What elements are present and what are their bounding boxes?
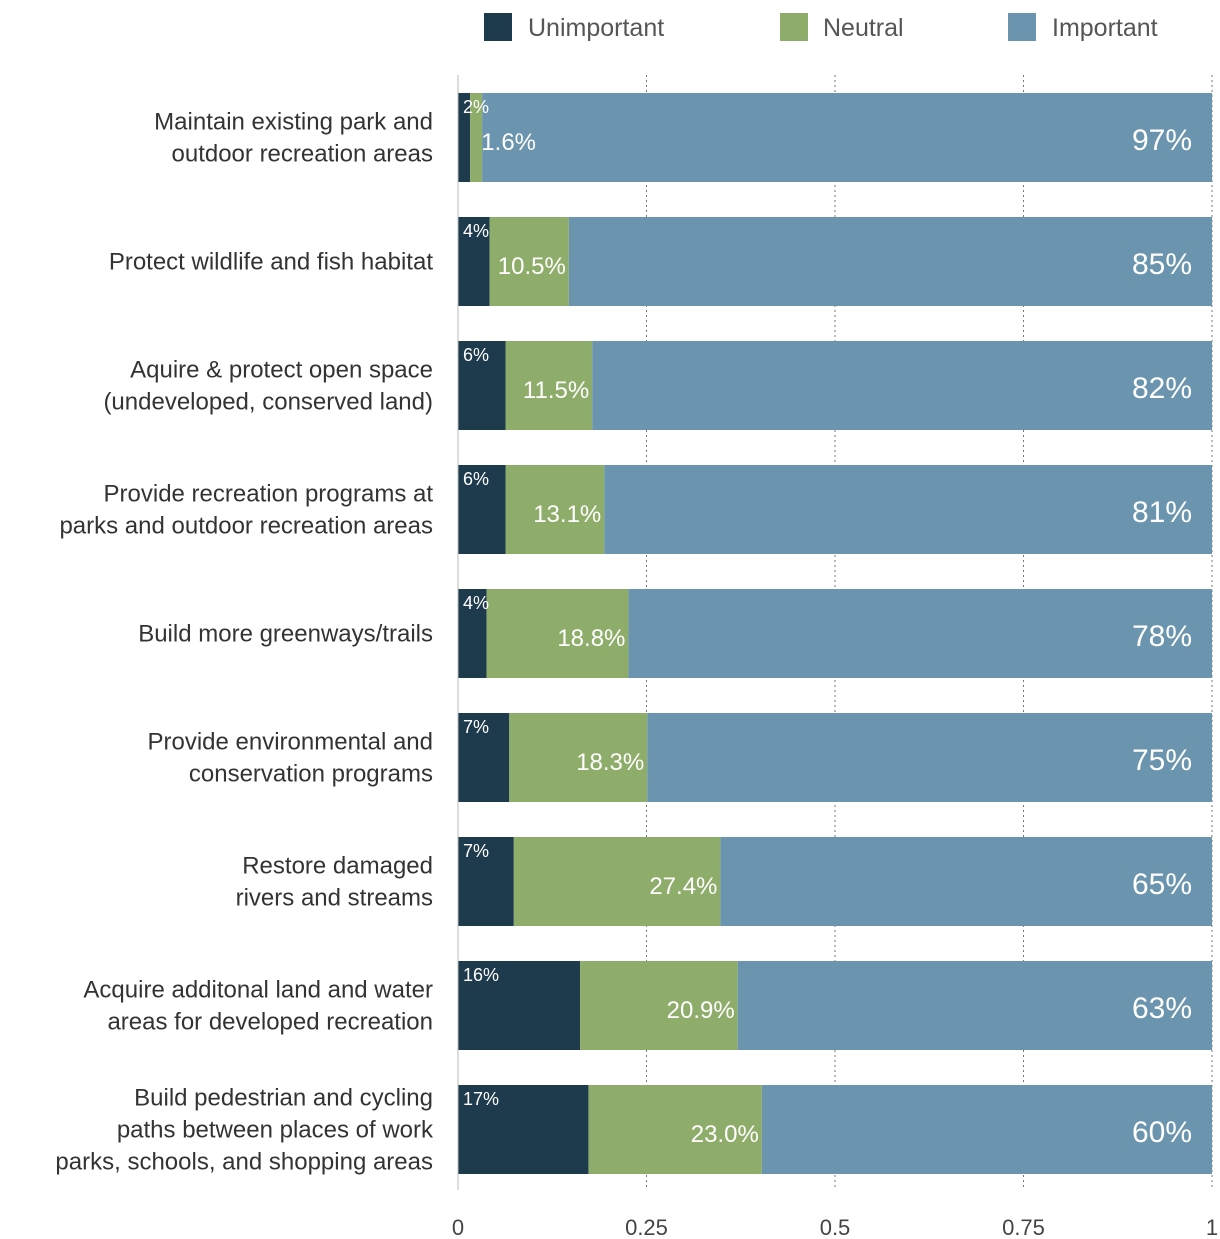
data-label-neutral: 13.1% xyxy=(533,501,601,528)
bars: 2% 1.6% 97% 4% 10.5% 85% 6% 11.5% 82% 6% 13.1% 81% 4… xyxy=(458,93,1212,1174)
legend-swatch-neutral xyxy=(780,13,808,41)
category-label-line: Acquire additonal land and water xyxy=(83,977,433,1004)
bar-important-2 xyxy=(592,341,1212,430)
category-label-line: parks, schools, and shopping areas xyxy=(55,1149,433,1176)
data-label-unimportant: 4% xyxy=(463,221,489,241)
bar-important-6 xyxy=(720,837,1212,926)
legend-label-unimportant: Unimportant xyxy=(528,14,664,42)
bar-unimportant-2 xyxy=(458,341,506,430)
data-label-unimportant: 2% xyxy=(463,97,489,117)
x-tick-label: 0.5 xyxy=(820,1215,851,1239)
data-label-neutral: 18.3% xyxy=(576,749,644,776)
data-label-unimportant: 16% xyxy=(463,965,499,985)
category-label-line: Provide recreation programs at xyxy=(104,481,434,508)
category-label: Protect wildlife and fish habitat xyxy=(109,249,434,276)
data-label-neutral: 10.5% xyxy=(498,253,566,280)
data-label-unimportant: 17% xyxy=(463,1089,499,1109)
bar-unimportant-8 xyxy=(458,1085,589,1174)
legend-swatch-unimportant xyxy=(484,13,512,41)
category-label-line: Aquire & protect open space xyxy=(130,357,433,384)
category-label-line: (undeveloped, conserved land) xyxy=(103,389,433,416)
category-label-line: areas for developed recreation xyxy=(107,1009,433,1036)
category-label-line: Provide environmental and xyxy=(147,729,433,756)
bar-important-7 xyxy=(737,961,1212,1050)
data-label-important: 85% xyxy=(1132,248,1192,281)
bar-neutral-5 xyxy=(509,713,648,802)
bar-important-0 xyxy=(482,93,1212,182)
data-label-important: 81% xyxy=(1132,496,1192,529)
category-label-line: outdoor recreation areas xyxy=(172,141,434,168)
data-label-important: 82% xyxy=(1132,372,1192,405)
bar-unimportant-4 xyxy=(458,589,487,678)
bar-unimportant-7 xyxy=(458,961,581,1050)
category-label: Build pedestrian and cycling paths betwee… xyxy=(55,1085,434,1176)
category-label-line: Restore damaged xyxy=(242,853,433,880)
bar-neutral-2 xyxy=(505,341,593,430)
data-label-important: 78% xyxy=(1132,620,1192,653)
bar-neutral-6 xyxy=(513,837,721,926)
category-label-line: Build more greenways/trails xyxy=(138,621,433,648)
category-label: Build more greenways/trails xyxy=(138,621,433,648)
bar-important-8 xyxy=(761,1085,1212,1174)
bar-neutral-3 xyxy=(505,465,605,554)
category-label: Provide recreation programs at parks and … xyxy=(59,481,433,540)
bar-unimportant-0 xyxy=(458,93,471,182)
x-tick-label: 0 xyxy=(452,1215,464,1239)
category-label: Aquire & protect open space (undeveloped,… xyxy=(103,357,433,416)
bar-neutral-0 xyxy=(470,93,483,182)
category-label: Acquire additonal land and water areas fo… xyxy=(83,977,433,1036)
category-label-line: Build pedestrian and cycling xyxy=(134,1085,433,1112)
legend-swatch-important xyxy=(1008,13,1036,41)
data-label-neutral: 18.8% xyxy=(557,625,625,652)
data-label-neutral: 20.9% xyxy=(667,997,735,1024)
bar-important-3 xyxy=(604,465,1212,554)
category-label: Restore damaged rivers and streams xyxy=(236,853,433,912)
bar-important-4 xyxy=(628,589,1212,678)
category-label-line: paths between places of work xyxy=(117,1117,434,1144)
category-label: Maintain existing park and outdoor recrea… xyxy=(154,109,433,168)
data-label-important: 63% xyxy=(1132,992,1192,1025)
data-label-important: 75% xyxy=(1132,744,1192,777)
bar-important-5 xyxy=(647,713,1212,802)
x-tick-label: 0.25 xyxy=(625,1215,668,1239)
data-label-important: 60% xyxy=(1132,1116,1192,1149)
category-labels: Maintain existing park and outdoor recrea… xyxy=(55,109,434,1176)
bar-neutral-7 xyxy=(580,961,738,1050)
data-label-neutral: 27.4% xyxy=(649,873,717,900)
category-label-line: parks and outdoor recreation areas xyxy=(59,513,433,540)
category-label-line: Protect wildlife and fish habitat xyxy=(109,249,434,276)
legend: Unimportant Neutral Important xyxy=(484,13,1158,42)
x-tick-label: 0.75 xyxy=(1002,1215,1045,1239)
category-label: Provide environmental and conservation pr… xyxy=(147,729,433,788)
category-label-line: rivers and streams xyxy=(236,885,433,912)
bar-unimportant-1 xyxy=(458,217,490,306)
data-label-neutral: 1.6% xyxy=(481,129,536,156)
data-label-unimportant: 4% xyxy=(463,593,489,613)
bar-neutral-8 xyxy=(588,1085,762,1174)
data-label-important: 97% xyxy=(1132,124,1192,157)
bar-unimportant-3 xyxy=(458,465,506,554)
category-label-line: Maintain existing park and xyxy=(154,109,433,136)
data-label-important: 65% xyxy=(1132,868,1192,901)
x-axis: 0 0.25 0.5 0.75 1 xyxy=(452,75,1218,1239)
legend-label-important: Important xyxy=(1052,14,1158,42)
bar-neutral-1 xyxy=(489,217,569,306)
data-label-unimportant: 7% xyxy=(463,841,489,861)
data-label-unimportant: 6% xyxy=(463,345,489,365)
bar-neutral-4 xyxy=(486,589,629,678)
data-label-unimportant: 6% xyxy=(463,469,489,489)
x-tick-label: 1 xyxy=(1206,1215,1218,1239)
data-label-neutral: 11.5% xyxy=(523,377,589,404)
bar-unimportant-5 xyxy=(458,713,510,802)
bar-unimportant-6 xyxy=(458,837,514,926)
data-label-neutral: 23.0% xyxy=(691,1121,759,1148)
data-label-unimportant: 7% xyxy=(463,717,489,737)
bar-important-1 xyxy=(568,217,1212,306)
legend-label-neutral: Neutral xyxy=(823,14,904,42)
category-label-line: conservation programs xyxy=(189,761,433,788)
